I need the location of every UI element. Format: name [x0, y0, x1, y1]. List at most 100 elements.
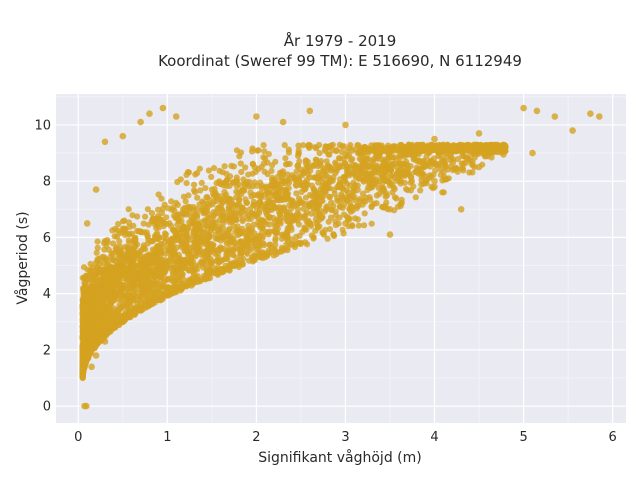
- data-point: [322, 148, 329, 155]
- data-point: [127, 309, 134, 317]
- data-point: [498, 149, 505, 156]
- data-point: [231, 263, 238, 270]
- data-point: [458, 160, 465, 167]
- data-point: [252, 168, 259, 175]
- data-point: [125, 219, 132, 226]
- data-point: [109, 227, 116, 234]
- data-point: [217, 181, 224, 188]
- data-point: [432, 167, 439, 174]
- data-point: [242, 210, 250, 217]
- data-point: [200, 199, 207, 206]
- data-point: [281, 233, 288, 240]
- data-point: [115, 220, 122, 228]
- data-point: [236, 231, 243, 238]
- data-point: [152, 259, 159, 266]
- data-point: [172, 213, 180, 221]
- data-point: [300, 142, 307, 149]
- data-point: [323, 204, 330, 211]
- data-point: [421, 173, 429, 180]
- data-point: [261, 148, 268, 155]
- data-point: [291, 217, 298, 224]
- data-point: [332, 161, 339, 168]
- data-point: [185, 277, 192, 284]
- data-point: [239, 216, 246, 223]
- data-point: [156, 291, 163, 298]
- data-point: [80, 285, 87, 292]
- data-point: [398, 142, 405, 149]
- data-point: [198, 233, 205, 240]
- data-point: [125, 253, 132, 260]
- data-point: [366, 179, 373, 186]
- data-point: [255, 191, 262, 198]
- data-point: [306, 107, 314, 115]
- data-point: [332, 170, 339, 177]
- data-point: [265, 151, 272, 158]
- data-point: [85, 318, 93, 326]
- data-point: [279, 246, 286, 253]
- data-point: [431, 135, 438, 143]
- data-point: [520, 104, 527, 112]
- data-point: [129, 285, 136, 292]
- data-point: [293, 190, 300, 197]
- data-point: [86, 349, 93, 357]
- data-point: [194, 194, 201, 201]
- data-point: [366, 163, 373, 170]
- data-point: [117, 243, 124, 250]
- data-point: [475, 130, 483, 137]
- data-point: [137, 118, 144, 126]
- data-point: [91, 331, 99, 338]
- data-point: [432, 161, 439, 168]
- data-points: [79, 104, 603, 410]
- data-point: [272, 222, 279, 229]
- data-point: [221, 194, 228, 201]
- data-point: [300, 170, 307, 177]
- data-point: [191, 187, 198, 194]
- data-point: [83, 300, 90, 307]
- data-point: [226, 219, 234, 226]
- data-point: [260, 142, 267, 149]
- data-point: [104, 304, 111, 312]
- data-point: [364, 155, 371, 162]
- data-point: [412, 194, 419, 201]
- data-point: [91, 316, 98, 323]
- data-point: [82, 341, 89, 348]
- data-point: [350, 170, 357, 177]
- data-point: [98, 313, 105, 320]
- data-point: [159, 258, 166, 265]
- data-point: [272, 182, 279, 189]
- x-axis-label: Signifikant våghöjd (m): [258, 449, 421, 466]
- data-point: [105, 246, 112, 253]
- data-point: [163, 214, 170, 221]
- data-point: [383, 199, 390, 206]
- data-point: [124, 273, 131, 280]
- data-point: [253, 205, 260, 212]
- data-point: [308, 232, 315, 239]
- data-point: [315, 169, 322, 176]
- data-point: [159, 205, 166, 212]
- data-point: [439, 142, 446, 149]
- data-point: [205, 167, 212, 174]
- data-point: [246, 257, 253, 264]
- data-point: [349, 147, 356, 154]
- data-point: [99, 306, 106, 313]
- data-point: [385, 156, 392, 163]
- data-point: [256, 242, 263, 249]
- data-point: [338, 193, 346, 200]
- data-point: [178, 244, 185, 251]
- data-point: [100, 272, 107, 279]
- data-point: [249, 145, 256, 152]
- data-point: [408, 178, 415, 185]
- data-point: [427, 148, 434, 155]
- data-point: [87, 260, 94, 267]
- data-point: [126, 292, 133, 299]
- data-point: [109, 278, 116, 285]
- data-point: [332, 212, 339, 219]
- data-point: [204, 194, 211, 201]
- data-point: [119, 302, 127, 309]
- data-point: [256, 199, 263, 206]
- data-point: [373, 164, 380, 171]
- data-point: [286, 202, 293, 209]
- data-point: [132, 236, 139, 243]
- data-point: [306, 174, 313, 181]
